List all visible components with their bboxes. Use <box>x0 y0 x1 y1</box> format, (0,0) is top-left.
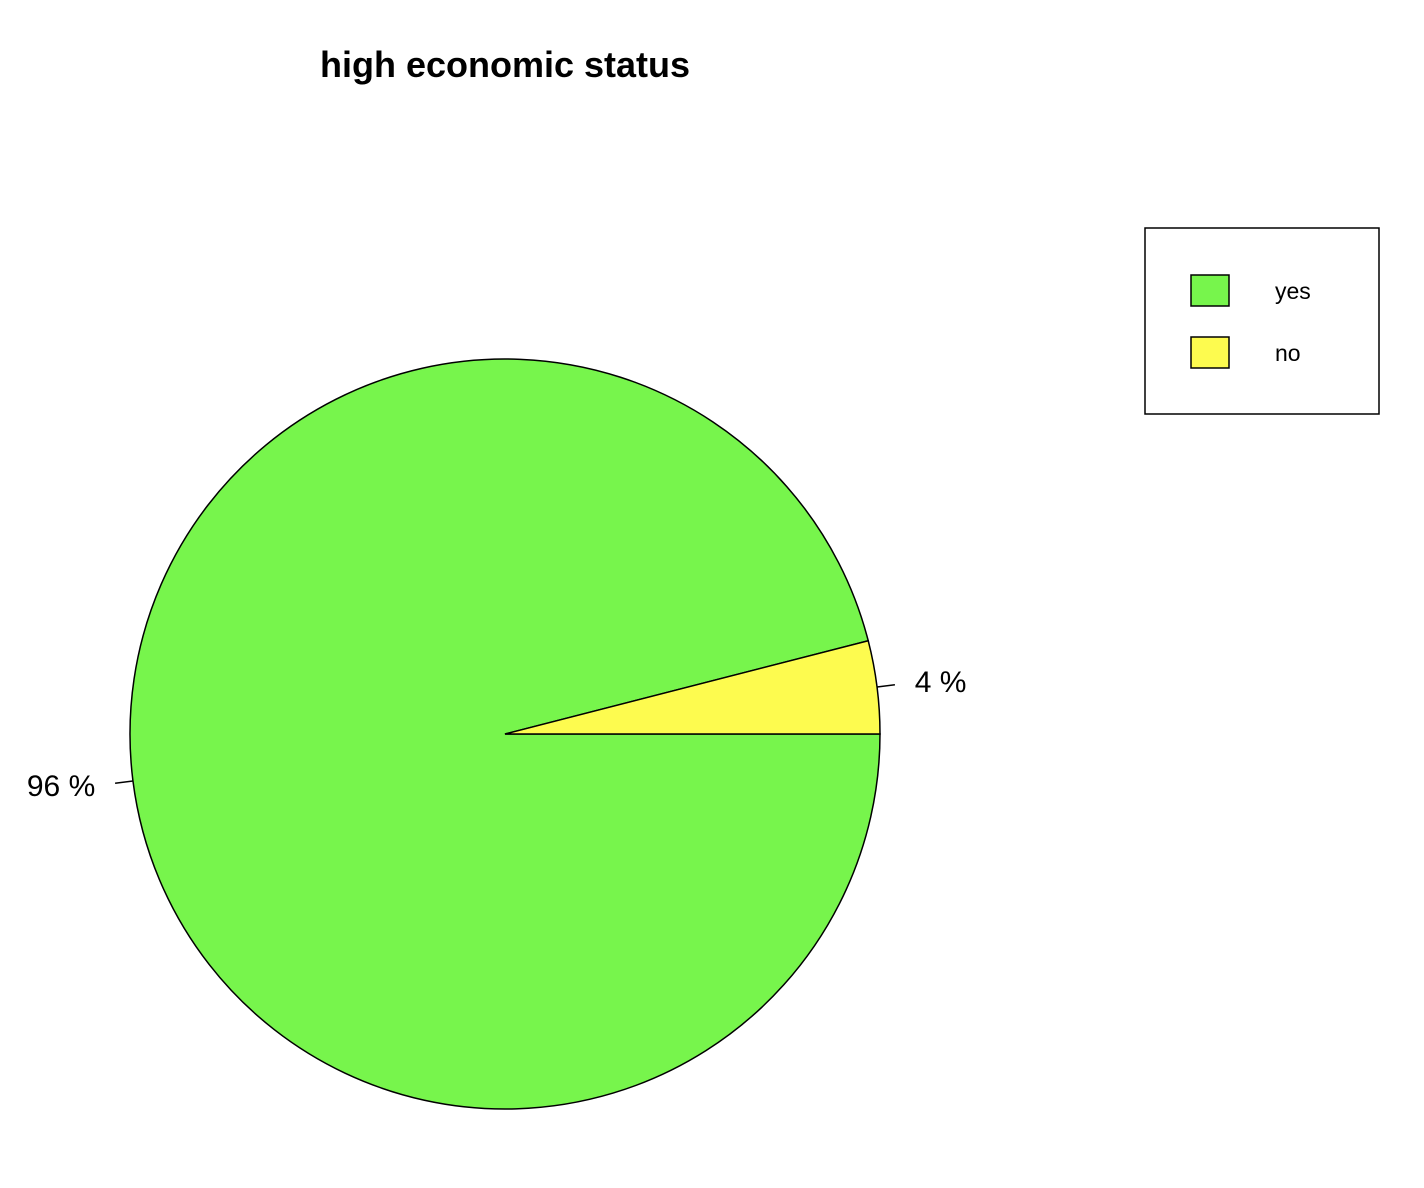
pie-label-tick-no <box>876 683 895 688</box>
legend-label-yes: yes <box>1275 278 1311 304</box>
pie-label-tick-yes <box>115 780 134 785</box>
legend-swatch-no <box>1190 336 1230 369</box>
legend-box <box>1144 227 1380 415</box>
legend-label-no: no <box>1275 340 1301 366</box>
pie-label-yes: 96 % <box>27 770 95 803</box>
pie-slices <box>129 358 881 1110</box>
legend-swatch-yes <box>1190 274 1230 307</box>
chart-title: high economic status <box>320 44 690 85</box>
legend: yes no <box>1144 227 1380 415</box>
pie-slice-labels: 96 % 4 % <box>27 666 967 803</box>
pie-label-no: 4 % <box>915 666 967 699</box>
